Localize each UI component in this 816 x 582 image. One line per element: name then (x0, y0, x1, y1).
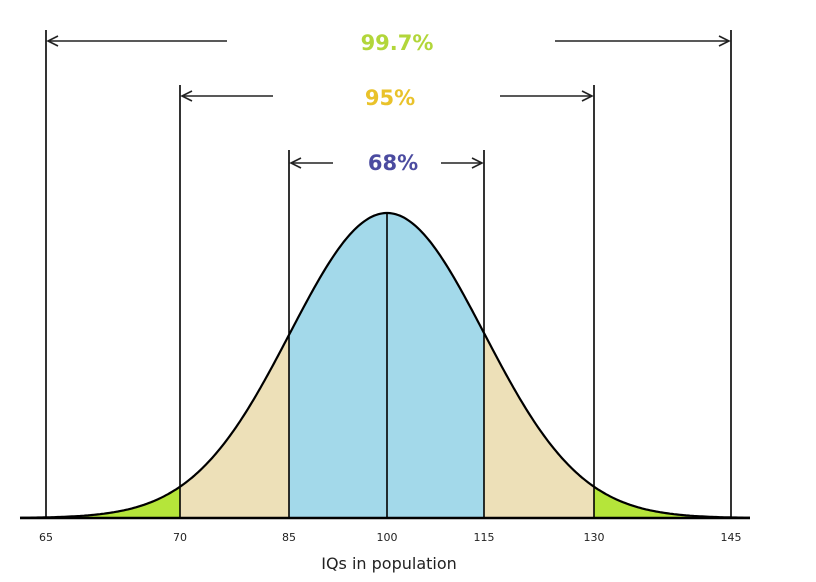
tick-label-115: 115 (474, 531, 495, 544)
tick-labels: 65 70 85 100 115 130 145 (39, 531, 742, 544)
band-label-68: 68% (368, 151, 418, 175)
arrow-left-head-68- (289, 157, 302, 169)
region-mid-left (180, 334, 289, 518)
band-label-99-7: 99.7% (361, 31, 434, 55)
arrow-right-head-95- (581, 90, 594, 102)
tick-label-70: 70 (173, 531, 187, 544)
sigma-lines (45, 30, 732, 518)
arrow-left-head-95- (180, 90, 193, 102)
region-outer-left (46, 486, 180, 518)
bell-curve (19, 211, 750, 519)
arrow-right-head-99-7- (718, 35, 731, 47)
band-label-95: 95% (365, 86, 415, 110)
shaded-regions (46, 213, 731, 518)
tick-label-100: 100 (377, 531, 398, 544)
region-mid-right (484, 333, 594, 518)
tick-label-85: 85 (282, 531, 296, 544)
tick-label-145: 145 (721, 531, 742, 544)
region-outer-right (594, 486, 731, 518)
arrow-right-head-68- (471, 157, 484, 169)
tick-label-130: 130 (584, 531, 605, 544)
band-arrows (46, 35, 731, 169)
x-axis-title: IQs in population (321, 554, 457, 573)
band-labels: 99.7% 95% 68% (361, 31, 434, 175)
tick-label-65: 65 (39, 531, 53, 544)
arrow-left-head-99-7- (46, 35, 59, 47)
